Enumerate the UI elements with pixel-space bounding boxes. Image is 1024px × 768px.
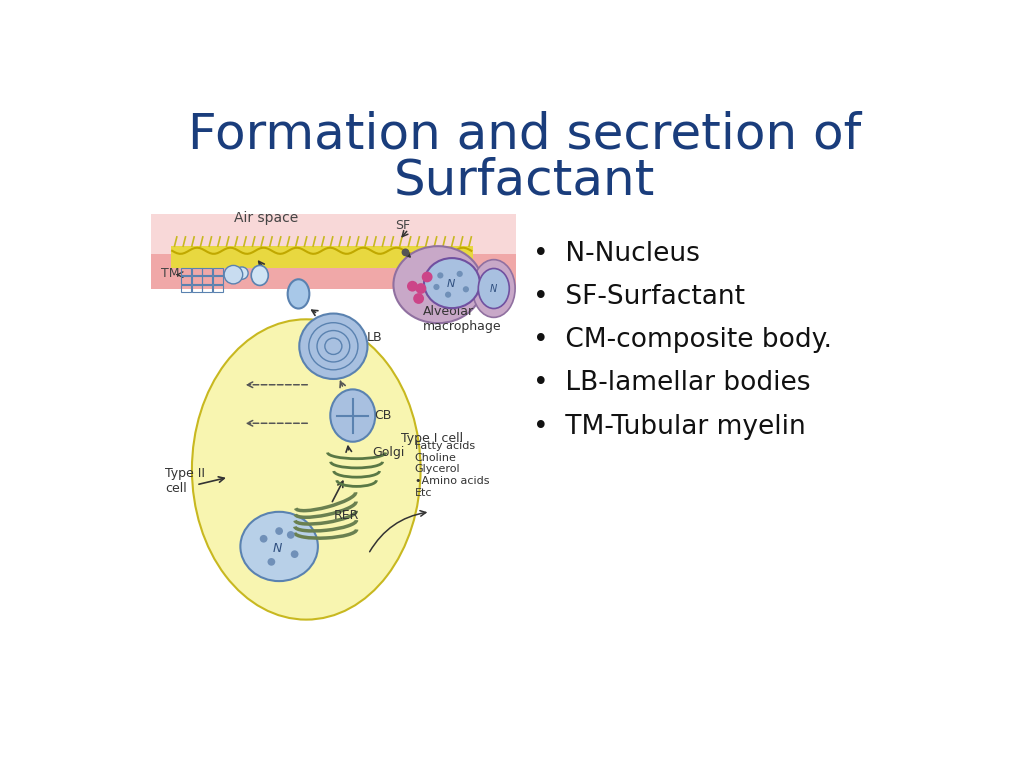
Bar bbox=[191, 268, 202, 276]
Circle shape bbox=[287, 531, 295, 539]
Text: Fatty acids
Choline
Glycerol
•Amino acids
Etc: Fatty acids Choline Glycerol •Amino acid… bbox=[415, 442, 489, 498]
Ellipse shape bbox=[424, 258, 480, 308]
Text: TM: TM bbox=[162, 267, 180, 280]
Text: Formation and secretion of: Formation and secretion of bbox=[188, 111, 861, 158]
Circle shape bbox=[401, 249, 410, 257]
Circle shape bbox=[407, 281, 418, 292]
Text: •  LB-lamellar bodies: • LB-lamellar bodies bbox=[532, 370, 810, 396]
Ellipse shape bbox=[191, 319, 421, 620]
Text: •  TM-Tubular myelin: • TM-Tubular myelin bbox=[532, 413, 806, 439]
Bar bbox=[180, 268, 190, 276]
Circle shape bbox=[463, 286, 469, 293]
Bar bbox=[152, 214, 515, 280]
Circle shape bbox=[414, 293, 424, 304]
Bar bbox=[213, 276, 223, 284]
Bar bbox=[152, 254, 515, 289]
Circle shape bbox=[437, 273, 443, 279]
Circle shape bbox=[224, 266, 243, 284]
Text: •  N-Nucleus: • N-Nucleus bbox=[532, 241, 699, 266]
Bar bbox=[203, 276, 212, 284]
Text: Type II
cell: Type II cell bbox=[165, 467, 205, 495]
Bar bbox=[213, 285, 223, 293]
Text: Golgi: Golgi bbox=[372, 446, 404, 459]
Bar bbox=[180, 285, 190, 293]
Circle shape bbox=[422, 272, 432, 283]
Ellipse shape bbox=[472, 260, 515, 317]
Bar bbox=[171, 247, 473, 268]
Bar bbox=[191, 276, 202, 284]
Text: SF: SF bbox=[395, 219, 411, 232]
Ellipse shape bbox=[299, 313, 368, 379]
Bar bbox=[180, 276, 190, 284]
Circle shape bbox=[433, 284, 439, 290]
Circle shape bbox=[236, 267, 248, 280]
Bar bbox=[203, 285, 212, 293]
Circle shape bbox=[267, 558, 275, 566]
Text: N: N bbox=[272, 541, 283, 554]
Ellipse shape bbox=[331, 389, 375, 442]
Circle shape bbox=[291, 551, 299, 558]
Text: RER: RER bbox=[334, 509, 358, 522]
Bar bbox=[213, 268, 223, 276]
Bar bbox=[191, 285, 202, 293]
Ellipse shape bbox=[393, 247, 482, 323]
Text: N: N bbox=[446, 279, 455, 289]
Text: N: N bbox=[490, 283, 498, 293]
Text: •  SF-Surfactant: • SF-Surfactant bbox=[532, 284, 744, 310]
Ellipse shape bbox=[251, 266, 268, 286]
Circle shape bbox=[275, 527, 283, 535]
Text: •  CM-composite body.: • CM-composite body. bbox=[532, 327, 831, 353]
Circle shape bbox=[416, 283, 426, 294]
Ellipse shape bbox=[288, 280, 309, 309]
Ellipse shape bbox=[241, 511, 317, 581]
Circle shape bbox=[457, 271, 463, 277]
Text: Air space: Air space bbox=[233, 210, 298, 225]
Circle shape bbox=[260, 535, 267, 543]
Ellipse shape bbox=[478, 269, 509, 309]
Text: Alveolar
macrophage: Alveolar macrophage bbox=[423, 306, 501, 333]
Text: Surfactant: Surfactant bbox=[394, 157, 655, 205]
Bar bbox=[203, 268, 212, 276]
Text: LB: LB bbox=[367, 330, 382, 343]
Circle shape bbox=[445, 292, 452, 298]
Text: CB: CB bbox=[375, 409, 392, 422]
Text: Type I cell: Type I cell bbox=[400, 432, 463, 445]
